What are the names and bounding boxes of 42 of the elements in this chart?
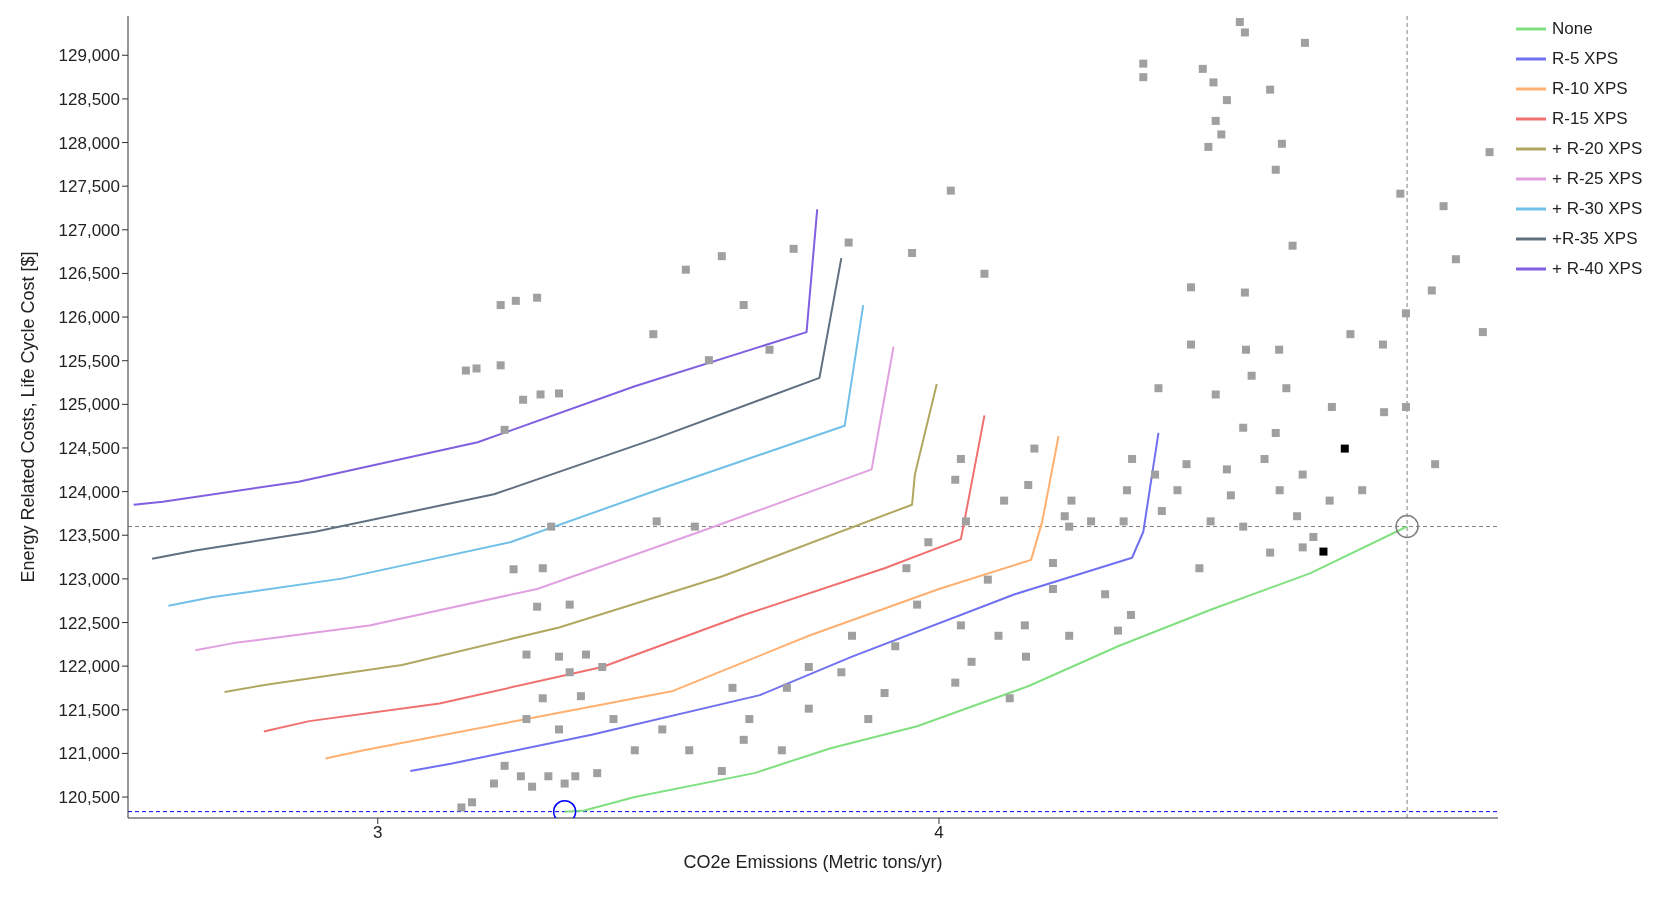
y-tick-label: 124,500	[58, 439, 120, 459]
y-tick-label: 127,000	[58, 220, 120, 240]
x-tick-label: 3	[373, 823, 383, 843]
legend-label: R-15 XPS	[1552, 109, 1628, 129]
x-axis-title: CO2e Emissions (Metric tons/yr)	[683, 852, 943, 872]
y-tick-label: 123,500	[58, 526, 120, 546]
line-series	[194, 345, 895, 652]
y-tick-label: 121,500	[58, 700, 120, 720]
y-tick-label: 125,000	[58, 395, 120, 415]
line-series	[409, 431, 1160, 773]
y-axis-title: Energy Related Costs, Life Cycle Cost [$]	[18, 251, 39, 583]
line-series	[132, 208, 819, 506]
y-tick-label: 128,000	[58, 133, 120, 153]
y-tick-label: 120,500	[58, 788, 120, 808]
legend-label: + R-25 XPS	[1552, 169, 1643, 189]
point	[1395, 514, 1419, 539]
y-tick-label: 121,000	[58, 744, 120, 764]
y-tick-label: 125,500	[58, 351, 120, 371]
legend-label: None	[1552, 19, 1593, 39]
legend-label: R-10 XPS	[1552, 79, 1628, 99]
point	[1340, 444, 1349, 453]
y-tick-label: 126,000	[58, 308, 120, 328]
line-series	[223, 383, 938, 693]
y-tick-label: 122,500	[58, 613, 120, 633]
y-tick-label: 126,500	[58, 264, 120, 284]
legend-label: + R-20 XPS	[1552, 139, 1643, 159]
y-tick-label: 129,000	[58, 46, 120, 66]
legend-label: +R-35 XPS	[1552, 229, 1638, 249]
line-series	[151, 257, 843, 560]
legend-label: + R-30 XPS	[1552, 199, 1643, 219]
y-tick-label: 124,000	[58, 482, 120, 502]
y-tick-label: 128,500	[58, 89, 120, 109]
line-series	[167, 304, 865, 607]
point	[1319, 547, 1328, 556]
legend-label: R-5 XPS	[1552, 49, 1619, 69]
y-tick-label: 122,000	[58, 657, 120, 677]
y-tick-label: 127,500	[58, 177, 120, 197]
legend-label: + R-40 XPS	[1552, 259, 1643, 279]
line-series	[324, 435, 1060, 760]
x-tick-label: 4	[934, 823, 944, 843]
line-series	[262, 414, 986, 733]
y-tick-label: 123,000	[58, 569, 120, 589]
